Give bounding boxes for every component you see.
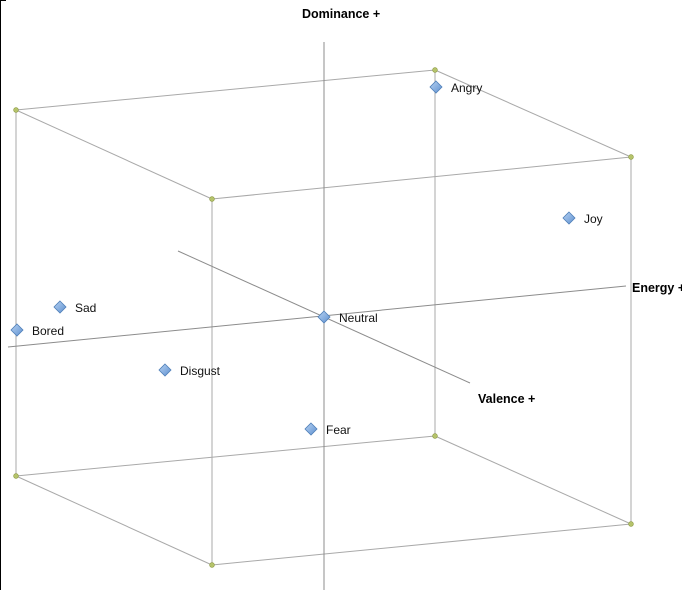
- emotion-marker-angry: [429, 80, 443, 94]
- vertex-top-right-back: [432, 67, 438, 73]
- edge-top-back: [15, 69, 436, 111]
- emotion-label-neutral: Neutral: [339, 311, 378, 325]
- energy-axis-label: Energy +: [632, 281, 682, 295]
- emotion-label-joy: Joy: [584, 212, 603, 226]
- emotion-label-fear: Fear: [326, 423, 351, 437]
- emotion-marker-fear: [304, 422, 318, 436]
- emotion-marker-sad: [53, 300, 67, 314]
- emotion-joy: Joy: [562, 211, 603, 226]
- emotion-label-sad: Sad: [75, 301, 96, 315]
- vertex-top-left-back: [13, 107, 19, 113]
- cube-edges: [15, 69, 632, 566]
- dominance-axis-label: Dominance +: [302, 7, 380, 21]
- emotion-label-angry: Angry: [451, 81, 482, 95]
- edge-top-front: [211, 156, 632, 200]
- emotion-angry: Angry: [429, 80, 482, 95]
- energy-axis: [7, 285, 627, 348]
- emotion-marker-neutral: [317, 310, 331, 324]
- edge-bottom-right: [434, 435, 632, 525]
- emotion-neutral: Neutral: [317, 310, 378, 325]
- valence-axis-label: Valence +: [478, 392, 535, 406]
- emotion-label-disgust: Disgust: [180, 364, 221, 378]
- edge-bottom-front: [211, 523, 632, 566]
- axes: [7, 42, 627, 590]
- emotion-sad: Sad: [53, 300, 96, 315]
- vertex-bottom-right-back: [432, 433, 438, 439]
- cube-vertices: [13, 67, 634, 568]
- emotion-fear: Fear: [304, 422, 351, 437]
- emotion-marker-bored: [10, 323, 24, 337]
- edge-top-right: [434, 69, 632, 158]
- vertex-bottom-left-front: [209, 562, 215, 568]
- vertex-top-left-front: [209, 196, 215, 202]
- vertex-bottom-left-back: [13, 473, 19, 479]
- emotion-bored: Bored: [10, 323, 64, 338]
- emotion-disgust: Disgust: [158, 363, 221, 378]
- edge-bottom-left: [15, 475, 213, 566]
- emotion-marker-joy: [562, 211, 576, 225]
- edge-top-left: [15, 109, 213, 200]
- vertex-top-right-front: [628, 154, 634, 160]
- vertex-bottom-right-front: [628, 521, 634, 527]
- emotion-label-bored: Bored: [32, 324, 64, 338]
- emotion-marker-disgust: [158, 363, 172, 377]
- edge-bottom-back: [15, 435, 436, 477]
